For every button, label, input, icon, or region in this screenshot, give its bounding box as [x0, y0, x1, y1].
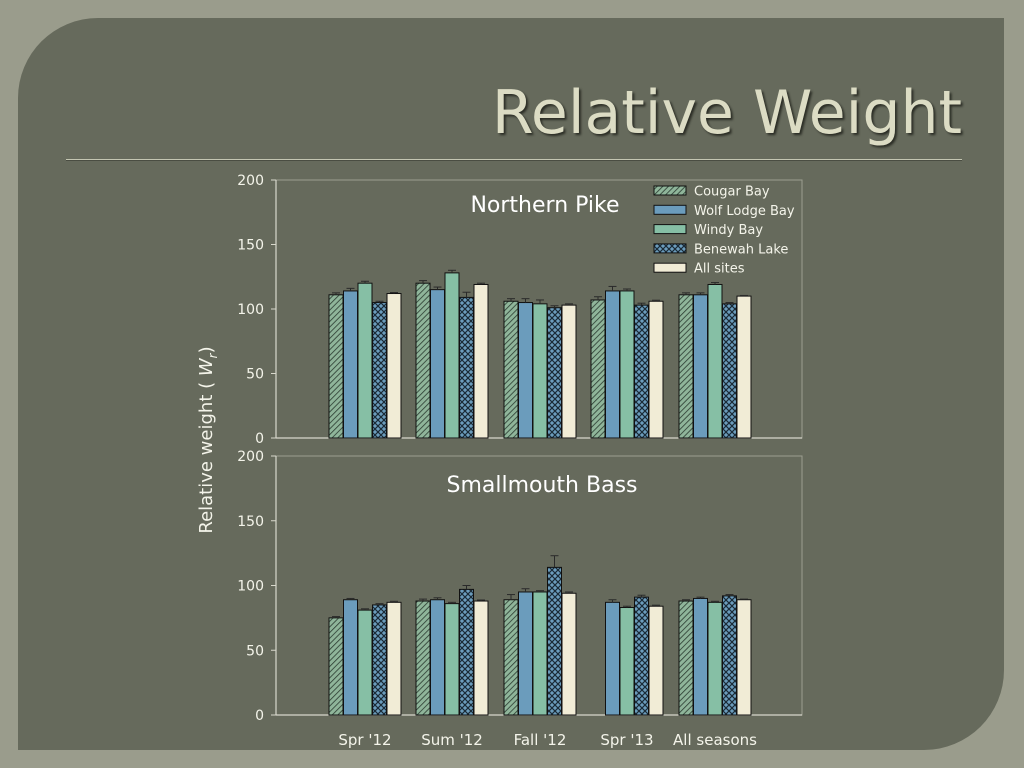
bar [532, 591, 548, 716]
bar [722, 303, 737, 439]
legend-label: Windy Bay [694, 223, 763, 238]
bar [634, 596, 649, 716]
bar [357, 609, 373, 716]
bar [605, 290, 620, 439]
bar [547, 566, 562, 716]
bar [372, 604, 387, 716]
bar [386, 601, 402, 716]
y-axis-title-suffix: ) [196, 346, 218, 354]
title-divider [66, 159, 962, 160]
bar [357, 282, 373, 439]
bar [518, 302, 533, 439]
y-tick-label: 0 [255, 708, 264, 724]
bar [722, 595, 737, 716]
bar [736, 599, 752, 716]
bar [473, 283, 489, 439]
bar [619, 607, 635, 716]
legend-label: All sites [694, 262, 745, 277]
x-tick-label: All seasons [673, 731, 757, 749]
bar [343, 599, 358, 716]
bar [678, 600, 694, 716]
bar [590, 299, 606, 439]
bar [503, 599, 519, 716]
chart-panel-1: 0 50 100 150 200 Smallmouth Bass Spr '12 Sum '1… [237, 449, 803, 749]
legend-label: Cougar Bay [694, 185, 770, 200]
bar [619, 290, 635, 439]
bar [430, 289, 445, 439]
bar [328, 294, 344, 439]
legend-swatch [653, 262, 687, 273]
y-axis-title-subscript: r [205, 353, 220, 359]
bar [547, 307, 562, 439]
bar [561, 304, 577, 439]
y-tick-label: 100 [237, 579, 264, 595]
bar [561, 592, 577, 716]
bar [605, 601, 620, 716]
bar [707, 283, 723, 439]
x-tick-label: Spr '13 [600, 731, 653, 749]
x-tick-label: Fall '12 [514, 731, 567, 749]
y-tick-label: 0 [255, 431, 264, 447]
bar [693, 294, 708, 439]
bar [386, 293, 402, 439]
bar [693, 597, 708, 716]
y-tick-label: 50 [246, 643, 264, 659]
legend-swatch [653, 185, 687, 196]
legend-swatch [653, 243, 687, 254]
bar [532, 303, 548, 439]
chart-title: Smallmouth Bass [447, 473, 638, 498]
y-tick-label: 150 [237, 514, 264, 530]
bar [415, 600, 431, 716]
bar [459, 588, 474, 716]
bar [736, 295, 752, 439]
bar [648, 300, 664, 439]
bar [459, 296, 474, 439]
bar [328, 617, 344, 716]
chart-panel-0: 0 50 100 150 200 Northern Pike Cougar Bay Wolf … [237, 173, 803, 447]
bar [707, 601, 723, 716]
bar [503, 300, 519, 439]
bar [648, 605, 664, 716]
bar [430, 599, 445, 716]
bar [343, 290, 358, 439]
legend-label: Benewah Lake [694, 242, 788, 257]
legend-label: Wolf Lodge Bay [694, 204, 795, 219]
bar [634, 304, 649, 439]
x-tick-label: Sum '12 [421, 731, 483, 749]
y-axis-title-prefix: Relative weight ( [196, 376, 218, 534]
bar [415, 282, 431, 439]
bar [518, 591, 533, 716]
y-tick-label: 150 [237, 238, 264, 254]
bar [372, 302, 387, 439]
chart-title: Northern Pike [470, 193, 619, 218]
y-tick-label: 200 [237, 173, 264, 189]
slide-title: Relative Weight [491, 78, 962, 148]
legend-swatch [653, 224, 687, 235]
y-axis-title: Relative weight ( Wr) [196, 346, 220, 533]
legend-swatch [653, 204, 687, 215]
bar [444, 272, 460, 439]
x-tick-label: Spr '12 [338, 731, 391, 749]
y-tick-label: 100 [237, 302, 264, 318]
bar [473, 600, 489, 716]
y-tick-label: 200 [237, 449, 264, 465]
y-tick-label: 50 [246, 367, 264, 383]
bar [678, 294, 694, 439]
y-axis-title-symbol: W [196, 358, 218, 377]
bar [444, 603, 460, 716]
